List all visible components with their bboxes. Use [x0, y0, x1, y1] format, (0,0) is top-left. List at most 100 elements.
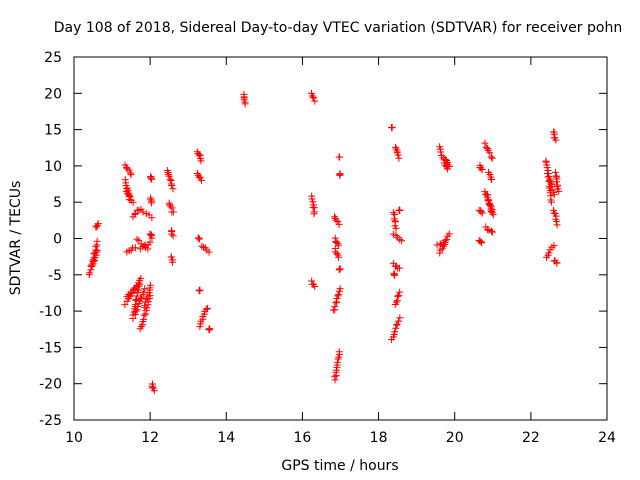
data-point: [488, 154, 496, 162]
data-point: [395, 154, 403, 162]
data-point: [488, 176, 496, 184]
data-point: [395, 317, 403, 325]
y-axis-label: SDTVAR / TECUs: [8, 181, 24, 296]
data-point: [484, 197, 492, 205]
data-point: [543, 164, 551, 172]
data-point: [169, 208, 177, 216]
data-point: [197, 176, 205, 184]
data-point: [195, 234, 203, 242]
data-point: [197, 157, 205, 165]
data-point: [202, 305, 210, 313]
y-tick-label: -20: [39, 377, 62, 393]
data-point: [140, 288, 148, 296]
data-point: [550, 242, 558, 250]
data-point: [168, 181, 176, 189]
y-tick-label: 20: [44, 86, 62, 102]
data-point: [168, 230, 176, 238]
data-point: [547, 198, 555, 206]
x-tick-label: 16: [294, 430, 312, 446]
data-point: [128, 290, 136, 298]
data-point: [141, 302, 149, 310]
data-point: [308, 92, 316, 100]
data-point: [165, 172, 173, 180]
data-point: [334, 239, 342, 247]
data-point: [482, 190, 490, 198]
data-point: [167, 253, 175, 261]
data-point: [148, 214, 156, 222]
data-point: [393, 320, 401, 328]
data-point: [133, 306, 141, 314]
data-point: [335, 220, 343, 228]
data-point: [134, 303, 142, 311]
data-point: [391, 328, 399, 336]
data-point: [137, 295, 145, 303]
data-point: [336, 171, 344, 179]
data-point: [144, 292, 152, 300]
y-tick-label: 15: [44, 123, 62, 139]
data-point: [309, 94, 317, 102]
data-point: [335, 153, 343, 161]
data-point: [390, 215, 398, 223]
axes: 10 12 14 16 18 20 22 24 -25 -20 -15 -10 -5 0 5 10 15 20 25: [39, 50, 616, 446]
x-axis-label: GPS time / hours: [281, 458, 398, 474]
data-point: [146, 230, 154, 238]
data-point: [146, 238, 154, 246]
data-point: [205, 325, 213, 333]
data-point: [148, 199, 156, 207]
data-point: [552, 217, 560, 225]
data-point: [390, 272, 398, 280]
data-point: [195, 151, 203, 159]
data-point: [395, 264, 403, 272]
data-point: [132, 295, 140, 303]
data-point: [394, 292, 402, 300]
y-tick-label: -25: [39, 413, 62, 429]
data-point: [140, 311, 148, 319]
x-tick-label: 20: [446, 430, 464, 446]
data-point: [543, 170, 551, 178]
data-point: [396, 288, 404, 296]
data-point: [196, 235, 204, 243]
plot-frame: [73, 56, 608, 421]
data-point: [195, 287, 203, 295]
data-point: [485, 199, 493, 207]
data-point: [331, 234, 339, 242]
data-point: [488, 209, 496, 217]
data-point: [92, 243, 100, 251]
data-point: [487, 153, 495, 161]
x-tick-label: 18: [370, 430, 388, 446]
data-point: [86, 269, 94, 277]
data-point: [335, 241, 343, 249]
data-point: [392, 224, 400, 232]
data-point: [335, 266, 343, 274]
data-point: [334, 355, 342, 363]
data-point: [241, 100, 249, 108]
data-point: [552, 178, 560, 186]
data-point: [147, 196, 155, 204]
data-point: [90, 250, 98, 258]
data-point: [308, 277, 316, 285]
data-point: [334, 292, 342, 300]
data-point: [127, 171, 135, 179]
data-point: [148, 234, 156, 242]
data-point: [441, 236, 449, 244]
data-point: [167, 177, 175, 185]
data-point: [167, 202, 175, 210]
data-point: [198, 242, 206, 250]
data-point: [334, 291, 342, 299]
y-tick-label: 10: [44, 159, 62, 175]
data-point: [129, 198, 137, 206]
data-point: [141, 285, 149, 293]
data-point: [486, 149, 494, 157]
data-point: [444, 161, 452, 169]
data-point: [205, 248, 213, 256]
data-point: [131, 244, 139, 252]
data-point: [478, 209, 486, 217]
y-tick-label: 25: [44, 50, 62, 66]
data-point: [484, 225, 492, 233]
data-point: [311, 97, 319, 105]
data-point: [481, 139, 489, 147]
data-point: [94, 220, 102, 228]
data-point: [193, 170, 201, 178]
data-point: [478, 239, 486, 247]
